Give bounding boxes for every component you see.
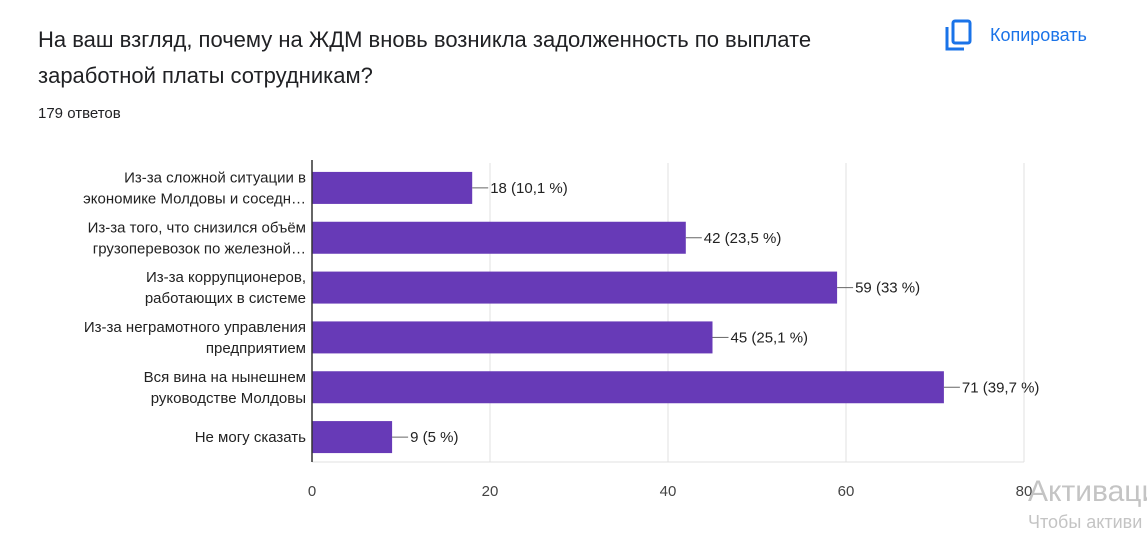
category-label: Из-за коррупционеров,	[146, 269, 306, 286]
data-label: 59 (33 %)	[855, 280, 920, 297]
data-label: 9 (5 %)	[410, 429, 458, 446]
copy-icon	[945, 19, 972, 51]
x-tick-label: 60	[838, 483, 855, 500]
category-label: руководстве Молдовы	[151, 390, 306, 407]
bar	[312, 321, 713, 354]
x-tick-label: 80	[1016, 483, 1033, 500]
data-label: 45 (25,1 %)	[731, 329, 809, 346]
data-label: 71 (39,7 %)	[962, 379, 1040, 396]
response-count: 179 ответов	[38, 105, 121, 122]
data-label: 42 (23,5 %)	[704, 230, 782, 247]
watermark-line1: Активаци	[1028, 475, 1147, 508]
category-label: предприятием	[206, 340, 306, 357]
copy-label: Копировать	[990, 24, 1087, 45]
x-tick-label: 40	[660, 483, 677, 500]
watermark-line2: Чтобы активи	[1028, 512, 1143, 532]
category-label: Из-за неграмотного управления	[84, 319, 306, 336]
bar	[312, 271, 838, 304]
x-tick-label: 0	[308, 483, 316, 500]
category-label: Из-за того, что снизился объём	[88, 219, 306, 236]
bar	[312, 371, 944, 404]
x-tick-label: 20	[482, 483, 499, 500]
bar	[312, 421, 393, 454]
bar	[312, 221, 686, 254]
category-label: Вся вина на нынешнем	[144, 369, 306, 386]
category-label: Не могу сказать	[195, 429, 306, 446]
copy-button[interactable]: Копировать	[944, 18, 1087, 52]
bar	[312, 171, 473, 204]
question-title: На ваш взгляд, почему на ЖДМ вновь возни…	[38, 27, 812, 88]
category-label: грузоперевозок по железной…	[93, 240, 306, 257]
category-label: экономике Молдовы и соседн…	[83, 190, 306, 207]
data-label: 18 (10,1 %)	[490, 180, 568, 197]
category-label: работающих в системе	[145, 290, 306, 307]
category-label: Из-за сложной ситуации в	[124, 169, 306, 186]
